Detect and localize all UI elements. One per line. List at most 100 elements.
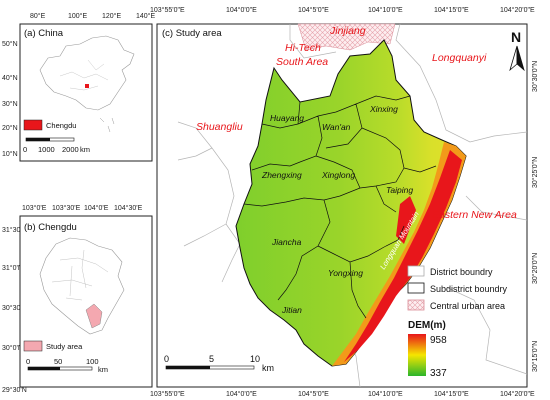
- tick-label: 50°N: [2, 40, 18, 48]
- scale-label: 0: [23, 145, 27, 154]
- label-south-area: South Area: [276, 56, 328, 68]
- scale-label: 50: [54, 357, 62, 366]
- bottom-tick: 103°55'0"E: [150, 390, 185, 398]
- tick-label: 103°0'E: [22, 204, 47, 212]
- bottom-tick: 104°15'0"E: [434, 390, 469, 398]
- chengdu-outline: [39, 237, 125, 335]
- label-yongxing: Yongxing: [328, 268, 363, 278]
- label-hi-tech: Hi-Tech: [285, 42, 321, 54]
- study-area-legend-swatch: [23, 340, 43, 352]
- panel-a-left-ticks: 50°N 40°N 30°N 20°N 10°N: [2, 40, 18, 158]
- label-longquanyi: Longquanyi: [432, 52, 487, 64]
- panel-c-title: (c) Study area: [162, 28, 222, 39]
- panel-chengdu: 103°0'E 103°30'E 104°0'E 104°30'E 31°30'…: [2, 204, 153, 394]
- tick-label: 103°30'E: [52, 204, 81, 212]
- district-legend-swatch: [407, 265, 425, 277]
- tick-label: 31°0'N: [2, 264, 23, 272]
- label-xinglong: Xinglong: [321, 170, 355, 180]
- right-tick: 30°25'0"N: [531, 157, 539, 188]
- chengdu-marker: [85, 84, 89, 88]
- tick-label: 140°E: [136, 12, 155, 20]
- north-label: N: [511, 29, 521, 45]
- tick-label: 30°N: [2, 100, 18, 108]
- top-tick: 104°15'0"E: [434, 6, 469, 14]
- scale-unit: km: [262, 363, 274, 373]
- tick-label: 120°E: [102, 12, 121, 20]
- scale-label: 10: [250, 354, 260, 364]
- dem-min-label: 337: [430, 368, 447, 379]
- central-legend-label: Central urban area: [430, 301, 505, 311]
- mountain-high-band: [344, 150, 462, 362]
- tick-label: 31°30'N: [2, 226, 27, 234]
- bottom-tick: 104°20'0"E: [500, 390, 535, 398]
- panel-a-scale-bar: 0 1000 2000 km: [23, 137, 90, 154]
- panel-c-scale-bar: 0 5 10 km: [164, 354, 274, 373]
- panel-b-top-ticks: 103°0'E 103°30'E 104°0'E 104°30'E: [22, 204, 143, 212]
- dem-color-ramp: [408, 334, 426, 376]
- right-tick: 30°30'0"N: [531, 61, 539, 92]
- tick-label: 29°30'N: [2, 386, 27, 394]
- district-boundaries: [177, 23, 528, 388]
- label-wanan: Wan'an: [322, 122, 351, 132]
- panel-china: 80°E 100°E 120°E 140°E 50°N 40°N 30°N 20…: [2, 12, 155, 162]
- scale-label: 0: [26, 357, 30, 366]
- subdistrict-boundaries: [243, 95, 437, 319]
- scale-label: 0: [164, 354, 169, 364]
- tick-label: 104°30'E: [114, 204, 143, 212]
- tick-label: 10°N: [2, 150, 18, 158]
- panel-study-area: (c) Study area Jinjiang Hi-Tech South Ar…: [156, 23, 528, 388]
- label-shuangliu: Shuangliu: [196, 121, 243, 133]
- tick-label: 20°N: [2, 124, 18, 132]
- right-tick-labels: 30°30'0"N 30°25'0"N 30°20'0"N 30°15'0"N: [531, 61, 539, 372]
- central-legend-swatch: [407, 299, 425, 311]
- china-outline: [39, 35, 135, 111]
- top-tick: 104°20'0"E: [500, 6, 535, 14]
- label-jiancha: Jiancha: [271, 237, 302, 247]
- dem-legend: DEM(m) 958 337: [408, 320, 447, 379]
- north-arrow-icon: N: [509, 29, 525, 72]
- tick-label: 100°E: [68, 12, 87, 20]
- subdistrict-legend-label: Subdistrict boundry: [430, 284, 508, 294]
- province-lines: [59, 59, 109, 91]
- scale-unit: km: [98, 365, 108, 374]
- bottom-tick: 104°10'0"E: [368, 390, 403, 398]
- district-lines: [51, 249, 109, 301]
- label-jitian: Jitian: [281, 305, 302, 315]
- district-legend-label: District boundry: [430, 267, 493, 277]
- study-area-legend-label: Study area: [46, 342, 83, 351]
- scale-label: 5: [209, 354, 214, 364]
- scale-label: 1000: [38, 145, 55, 154]
- top-tick: 104°10'0"E: [368, 6, 403, 14]
- bottom-tick: 104°0'0"E: [226, 390, 257, 398]
- top-tick: 103°55'0"E: [150, 6, 185, 14]
- top-tick: 104°0'0"E: [226, 6, 257, 14]
- panel-b-left-ticks: 31°30'N 31°0'N 30°30'N 30°0'N 29°30'N: [2, 226, 27, 394]
- top-tick-labels: 103°55'0"E 104°0'0"E 104°5'0"E 104°10'0"…: [150, 6, 535, 14]
- bottom-tick-labels: 103°55'0"E 104°0'0"E 104°5'0"E 104°10'0"…: [150, 390, 535, 398]
- tick-label: 80°E: [30, 12, 46, 20]
- right-tick: 30°15'0"N: [531, 341, 539, 372]
- right-tick: 30°20'0"N: [531, 253, 539, 284]
- label-zhengxing: Zhengxing: [261, 170, 302, 180]
- study-area-marker: [85, 303, 103, 329]
- scale-unit: km: [80, 145, 90, 154]
- dem-title: DEM(m): [408, 320, 446, 331]
- panel-a-title: (a) China: [24, 28, 64, 39]
- label-xinxing: Xinxing: [369, 104, 398, 114]
- mountain-inner-ridge: [396, 196, 416, 244]
- central-urban-area: [297, 23, 396, 51]
- label-huayang: Huayang: [270, 113, 304, 123]
- islands: [99, 117, 115, 133]
- panel-b-title: (b) Chengdu: [24, 222, 77, 233]
- label-eastern-new-area: Eastern New Area: [432, 209, 517, 221]
- chengdu-legend-swatch: [23, 119, 43, 131]
- subdistrict-legend-swatch: [407, 282, 425, 294]
- label-taiping: Taiping: [386, 185, 413, 195]
- tick-label: 30°30'N: [2, 304, 27, 312]
- label-jinjiang: Jinjiang: [329, 25, 366, 37]
- tick-label: 104°0'E: [84, 204, 109, 212]
- dem-max-label: 958: [430, 335, 447, 346]
- panel-b-scale-bar: 0 50 100 km: [26, 357, 108, 374]
- bottom-tick: 104°5'0"E: [298, 390, 329, 398]
